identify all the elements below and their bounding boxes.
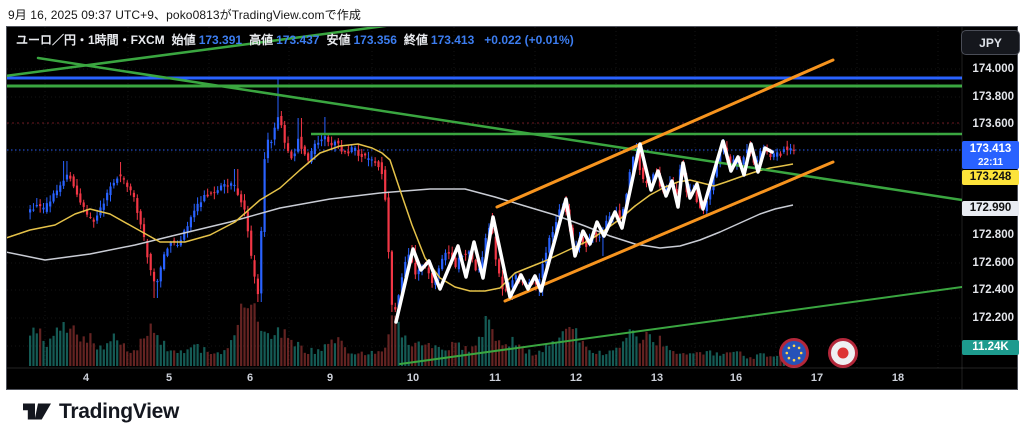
low-value: 173.356 — [353, 32, 397, 47]
price-axis-label: 174.000 — [972, 63, 1014, 75]
open-value: 173.391 — [198, 32, 243, 47]
price-axis-label: 173.800 — [972, 91, 1014, 103]
time-axis-label: 9 — [326, 372, 334, 384]
current-price-value: 173.413 — [969, 143, 1012, 155]
time-axis-label: 18 — [891, 372, 905, 384]
tradingview-logo-icon — [23, 403, 51, 420]
bar-countdown: 22:11 — [977, 157, 1004, 168]
change-value: +0.022 (+0.01%) — [484, 32, 574, 47]
high-label: 高値 — [249, 33, 274, 47]
time-axis-label: 6 — [246, 372, 254, 384]
time-axis-label: 17 — [810, 372, 824, 384]
low-label: 安値 — [326, 33, 351, 47]
time-axis-label: 5 — [165, 372, 173, 384]
tradingview-logo[interactable]: TradingView — [22, 399, 179, 424]
currency-button[interactable]: JPY — [961, 30, 1020, 55]
current-price-badge: 173.413 22:11 — [962, 141, 1019, 169]
price-axis-label: 172.200 — [972, 312, 1014, 324]
time-axis-label: 16 — [729, 372, 743, 384]
tradingview-logo-text: TradingView — [59, 399, 180, 423]
chart-legend[interactable]: ユーロ／円・1時間・FXCM 始値 173.391 高値 173.437 安値 173… — [16, 31, 574, 48]
symbol-title: ユーロ／円・1時間・FXCM — [16, 33, 165, 47]
trendline-price-badge: 172.990 — [962, 201, 1019, 216]
time-axis-label: 11 — [489, 372, 501, 384]
chart-plot-area[interactable] — [7, 27, 962, 368]
close-value: 173.413 — [430, 32, 475, 47]
price-axis-label: 172.600 — [972, 257, 1014, 269]
attribution-text: 9月 16, 2025 09:37 UTC+9、poko0813がTrading… — [8, 8, 361, 22]
price-axis-label: 172.400 — [972, 284, 1014, 296]
price-axis-label: 173.600 — [972, 118, 1014, 130]
open-label: 始値 — [171, 33, 196, 47]
price-axis-label: 172.800 — [972, 229, 1014, 241]
time-axis-label: 4 — [82, 372, 90, 384]
time-axis-label: 10 — [406, 372, 420, 384]
close-label: 終値 — [403, 33, 428, 47]
volume-badge: 11.24K — [962, 340, 1019, 355]
alert-price-badge: 173.248 — [962, 170, 1019, 185]
time-axis-label: 12 — [569, 372, 583, 384]
high-value: 173.437 — [276, 32, 320, 47]
time-axis-label: 13 — [650, 372, 664, 384]
